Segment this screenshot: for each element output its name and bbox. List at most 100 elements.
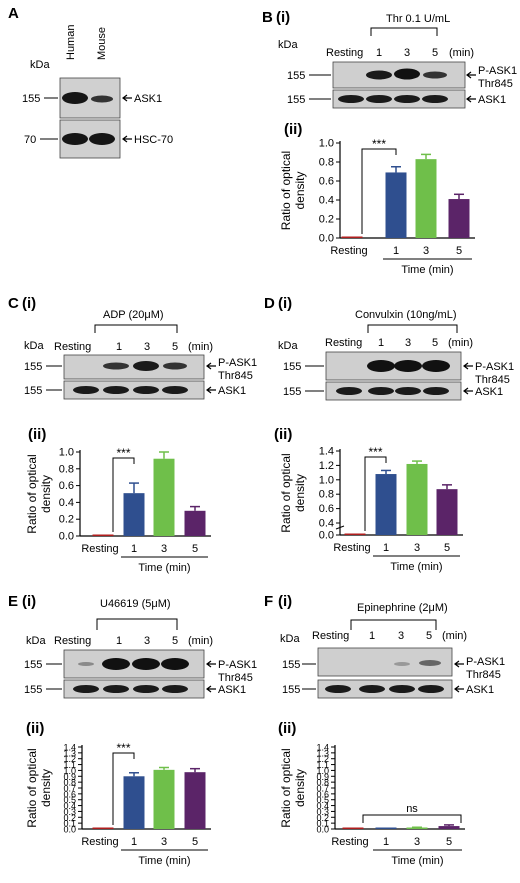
panel-c-bracket [94, 324, 178, 333]
band-mouse-hsc70 [89, 133, 115, 145]
panel-a-kda: kDa [30, 59, 50, 71]
x-label-f: 3 [414, 836, 420, 848]
panel-b-min: (min) [449, 47, 474, 59]
panel-e: E (i) U46619 (5μM) kDa Resting 1 3 5 (mi… [8, 593, 257, 737]
x-label-c: 1 [131, 543, 137, 555]
y-tick-label-f: 1.3 [316, 748, 329, 758]
panel-e-sub-ii: (ii) [26, 720, 44, 737]
band-b-p-5 [423, 71, 447, 79]
panel-c-min: (min) [188, 341, 213, 353]
panel-e-kda: kDa [26, 635, 46, 647]
panel-f-sub-i: (i) [278, 593, 292, 610]
y-tick-label-c: 1.0 [59, 447, 74, 459]
panel-d-label-p1: P-ASK1 [475, 361, 514, 373]
bar-c-1 [123, 493, 145, 536]
panel-a-letter: A [8, 5, 19, 22]
y-tick-label-e: 0.5 [63, 795, 76, 805]
panel-f-mw-1: 155 [282, 659, 300, 671]
y-tick-label-e: 0.8 [63, 778, 76, 788]
y-tick-label-e: 0.1 [63, 819, 76, 829]
significance-bracket-c [112, 457, 135, 532]
significance-stars-d: *** [368, 445, 382, 459]
panel-e-lane-5: 5 [172, 635, 178, 647]
chart-f: 0.00.10.20.30.40.50.60.70.80.91.01.11.21… [279, 743, 465, 867]
band-f-t-5 [418, 685, 444, 693]
panel-b-arrow-p [466, 71, 476, 79]
band-label-hsc70-a: HSC-70 [134, 134, 173, 146]
band-f-p-5 [419, 660, 441, 666]
band-c-p-5 [163, 362, 187, 370]
bar-c-3 [153, 458, 175, 536]
panel-b-label-t: ASK1 [478, 94, 506, 106]
x-label-f: 5 [446, 836, 452, 848]
panel-f-sub-ii: (ii) [278, 720, 296, 737]
y-tick-label-e: 0.0 [63, 825, 76, 835]
y-tick-label-c: 0.6 [59, 480, 74, 492]
y-axis-title-f: Ratio of optical [279, 748, 293, 827]
significance-bracket-d [364, 456, 387, 531]
panel-d-bracket [367, 324, 458, 333]
x-label-d: 1 [383, 542, 389, 554]
bar-f-1 [375, 827, 397, 829]
band-e-t-5 [162, 685, 188, 693]
panel-c-sub-ii: (ii) [28, 426, 46, 443]
panel-c-letter: C [8, 295, 19, 312]
bar-f-Resting [342, 827, 364, 829]
panel-c-label-p1: P-ASK1 [218, 357, 257, 369]
significance-bracket-e [112, 752, 135, 825]
bar-f-5 [438, 826, 460, 829]
y-axis-title-c: Ratio of optical [25, 454, 39, 533]
panel-f-resting: Resting [312, 630, 349, 642]
panel-e-bracket [96, 618, 178, 630]
panel-d-sub-ii: (ii) [274, 426, 292, 443]
band-f-p-3 [394, 662, 410, 666]
y-tick-label-e: 1.2 [63, 754, 76, 764]
panel-f-arrow-p [454, 660, 464, 668]
panel-b-label-p1: P-ASK1 [478, 65, 517, 77]
panel-e-arrow-t [206, 685, 216, 693]
band-e-t-3 [133, 685, 159, 693]
band-f-t-3 [389, 685, 415, 693]
panel-e-arrow-p [206, 660, 216, 668]
significance-bracket-f [362, 814, 462, 823]
y-tick-label-b: 0.2 [319, 214, 334, 226]
panel-d-lane-5: 5 [432, 337, 438, 349]
y-tick-label-f: 1.0 [316, 766, 329, 776]
panel-b-lane-5: 5 [432, 47, 438, 59]
panel-d-arrow-p [463, 362, 473, 370]
y-axis-title-2-d: density [293, 474, 307, 512]
band-c-t-r [73, 386, 99, 394]
y-tick-label-e: 0.3 [63, 807, 76, 817]
panel-d-mw-2: 155 [283, 386, 301, 398]
panel-e-resting: Resting [54, 635, 91, 647]
x-label-c: Resting [81, 543, 118, 555]
y-tick-label-f: 0.0 [316, 825, 329, 835]
x-label-e: 1 [131, 836, 137, 848]
panel-e-letter: E [8, 593, 18, 610]
band-e-p-r [78, 662, 94, 666]
y-tick-label-f: 0.4 [316, 801, 329, 811]
significance-bracket-b [361, 148, 397, 234]
band-d-p-1 [367, 360, 395, 372]
panel-d-treatment: Convulxin (10ng/mL) [355, 309, 457, 321]
panel-c-arrow-t [206, 386, 216, 394]
panel-f: F (i) Epinephrine (2μM) kDa Resting 1 3 … [264, 593, 505, 737]
panel-c-sub-i: (i) [22, 295, 36, 312]
y-tick-label-e: 0.9 [63, 772, 76, 782]
panel-b-lane-3: 3 [404, 47, 410, 59]
panel-a: A kDa Human Mouse 155 70 ASK1 HSC-70 [8, 5, 173, 159]
bar-d-1 [375, 474, 397, 535]
band-c-t-1 [103, 386, 129, 394]
x-label-d: Resting [333, 542, 370, 554]
band-d-p-3 [394, 360, 422, 372]
band-d-t-5 [423, 387, 449, 395]
band-e-p-3 [132, 658, 160, 670]
panel-c-lane-3: 3 [144, 341, 150, 353]
panel-f-lane-5: 5 [426, 630, 432, 642]
panel-c-label-p2: Thr845 [218, 370, 253, 382]
band-c-t-5 [162, 386, 188, 394]
panel-b-resting: Resting [326, 47, 363, 59]
band-human-ask1 [62, 92, 88, 104]
